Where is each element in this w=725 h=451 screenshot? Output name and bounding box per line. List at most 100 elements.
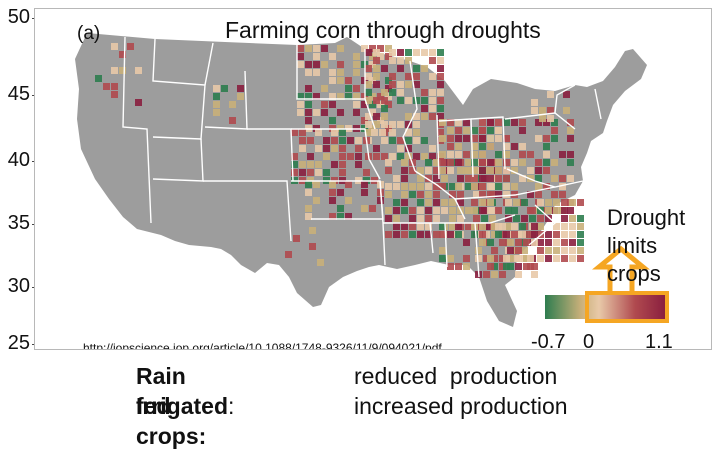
county-cell — [237, 85, 244, 92]
county-cell — [385, 45, 392, 52]
county-cell — [305, 69, 312, 76]
county-cell — [297, 93, 304, 100]
county-cell — [551, 127, 558, 134]
county-cell — [439, 151, 446, 158]
county-cell — [401, 207, 408, 214]
county-cell — [313, 109, 320, 116]
county-cell — [401, 159, 408, 166]
county-cell — [361, 205, 368, 212]
county-cell — [545, 247, 552, 254]
county-cell — [381, 89, 388, 96]
county-cell — [491, 263, 498, 270]
county-cell — [537, 199, 544, 206]
county-cell — [323, 153, 330, 160]
county-cell — [337, 205, 344, 212]
county-cell — [463, 239, 470, 246]
county-cell — [455, 127, 462, 134]
county-cell — [491, 255, 498, 262]
county-cell — [353, 93, 360, 100]
county-cell — [527, 167, 534, 174]
county-cell — [475, 247, 482, 254]
county-cell — [397, 49, 404, 56]
us-county-map — [75, 33, 669, 327]
county-cell — [495, 175, 502, 182]
county-cell — [465, 159, 472, 166]
source-url: http://iopscience.iop.org/article/10.108… — [83, 341, 442, 350]
county-cell — [329, 181, 336, 188]
county-cell — [527, 191, 534, 198]
county-cell — [323, 169, 330, 176]
county-cell — [339, 169, 346, 176]
county-cell — [455, 119, 462, 126]
county-cell — [577, 199, 584, 206]
county-cell — [479, 159, 486, 166]
county-cell — [213, 109, 220, 116]
county-cell — [405, 113, 412, 120]
county-cell — [305, 117, 312, 124]
county-cell — [315, 169, 322, 176]
county-cell — [449, 215, 456, 222]
county-cell — [543, 159, 550, 166]
county-cell — [353, 85, 360, 92]
county-cell — [577, 215, 584, 222]
county-cell — [543, 183, 550, 190]
county-cell — [285, 251, 292, 258]
panel-label: (a) — [77, 23, 101, 44]
legend-key-text: Irrigated — [136, 393, 229, 419]
county-cell — [503, 183, 510, 190]
county-cell — [483, 223, 490, 230]
county-cell — [543, 135, 550, 142]
county-cell — [421, 105, 428, 112]
county-cell — [385, 77, 392, 84]
county-cell — [567, 151, 574, 158]
county-cell — [355, 153, 362, 160]
county-cell — [491, 231, 498, 238]
county-cell — [515, 271, 522, 278]
county-cell — [447, 263, 454, 270]
county-cell — [463, 127, 470, 134]
county-cell — [561, 255, 568, 262]
county-cell — [475, 231, 482, 238]
county-cell — [135, 67, 142, 74]
county-cell — [471, 151, 478, 158]
county-cell — [421, 65, 428, 72]
county-cell — [455, 135, 462, 142]
county-cell — [299, 137, 306, 144]
county-cell — [543, 167, 550, 174]
county-cell — [553, 239, 560, 246]
county-cell — [551, 191, 558, 198]
county-cell — [405, 81, 412, 88]
county-cell — [479, 167, 486, 174]
county-cell — [471, 223, 478, 230]
county-cell — [527, 255, 534, 262]
county-cell — [297, 109, 304, 116]
county-cell — [519, 175, 526, 182]
county-cell — [507, 231, 514, 238]
county-cell — [535, 135, 542, 142]
county-cell — [521, 215, 528, 222]
county-cell — [355, 145, 362, 152]
county-cell — [545, 199, 552, 206]
county-cell — [425, 167, 432, 174]
county-cell — [523, 255, 530, 262]
county-cell — [313, 45, 320, 52]
county-cell — [503, 255, 510, 262]
county-cell — [553, 255, 560, 262]
county-cell — [337, 109, 344, 116]
county-cell — [471, 175, 478, 182]
county-cell — [307, 153, 314, 160]
county-cell — [463, 135, 470, 142]
county-cell — [511, 183, 518, 190]
county-cell — [487, 263, 494, 270]
county-cell — [409, 215, 416, 222]
county-cell — [369, 109, 376, 116]
county-cell — [381, 121, 388, 128]
county-cell — [385, 53, 392, 60]
county-cell — [455, 223, 462, 230]
county-cell — [479, 207, 486, 214]
county-cell — [505, 199, 512, 206]
county-cell — [511, 231, 518, 238]
county-cell — [361, 117, 368, 124]
county-cell — [503, 175, 510, 182]
county-cell — [475, 223, 482, 230]
